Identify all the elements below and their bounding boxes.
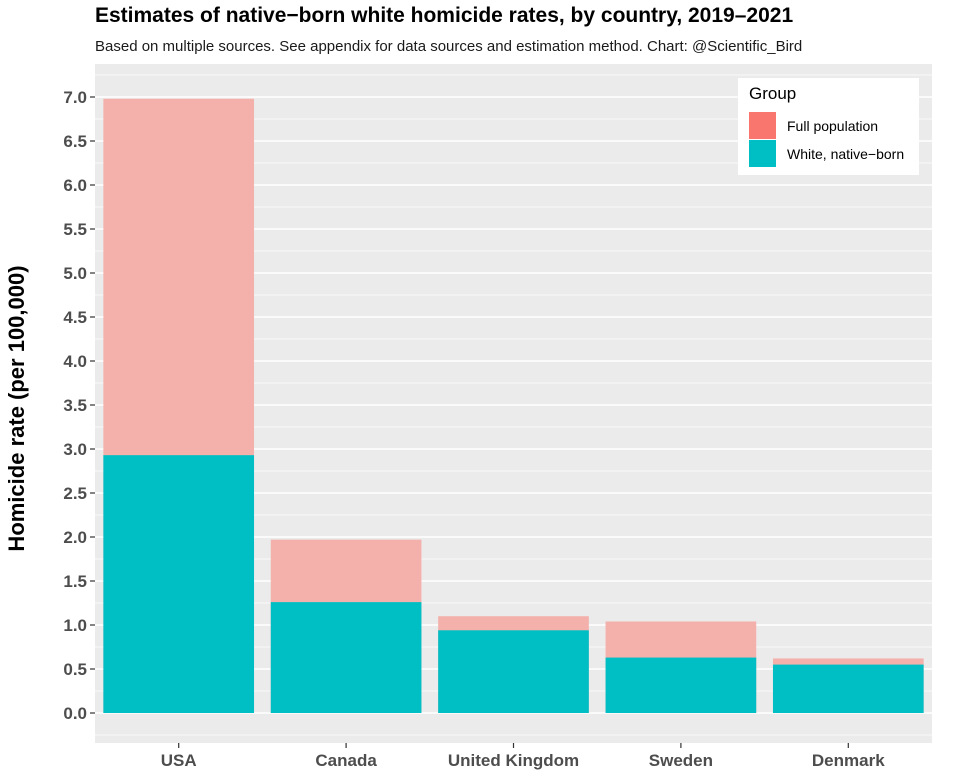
y-tick-label: 6.5: [63, 132, 87, 151]
y-tick-label: 7.0: [63, 88, 87, 107]
y-tick-label: 5.0: [63, 264, 87, 283]
bars: [103, 98, 924, 713]
legend-key-white-native-born: [749, 140, 776, 167]
y-tick-label: 5.5: [63, 220, 87, 239]
legend-title: Group: [749, 84, 796, 103]
legend-key-full-population: [749, 112, 776, 139]
legend: Group Full population White, native−born: [738, 78, 919, 175]
y-tick-label: 4.5: [63, 308, 87, 327]
y-tick-label: 2.5: [63, 484, 87, 503]
bar-white-native-born: [772, 664, 924, 713]
y-axis-title: Homicide rate (per 100,000): [4, 265, 29, 551]
y-tick-label: 1.5: [63, 572, 87, 591]
bar-white-native-born: [438, 630, 589, 713]
y-tick-label: 3.0: [63, 440, 87, 459]
y-tick-label: 0.0: [63, 704, 87, 723]
legend-label-full-population: Full population: [787, 118, 878, 134]
bar-white-native-born: [103, 455, 255, 713]
y-tick-label: 4.0: [63, 352, 87, 371]
y-tick-label: 3.5: [63, 396, 87, 415]
x-tick-label: United Kingdom: [448, 751, 579, 770]
y-tick-label: 1.0: [63, 616, 87, 635]
x-tick-label: Canada: [315, 751, 377, 770]
y-axis: 0.0 0.5 1.0 1.5 2.0 2.5 3.0 3.5 4.0 4.5 5.0 5.5 6.0 6…: [63, 88, 95, 723]
x-tick-label: Denmark: [812, 751, 885, 770]
x-axis: USA Canada United Kingdom Sweden Denmark: [161, 743, 885, 770]
y-tick-label: 6.0: [63, 176, 87, 195]
bar-white-native-born: [605, 657, 757, 713]
bar-white-native-born: [270, 602, 422, 713]
legend-label-white-native-born: White, native−born: [787, 146, 904, 162]
y-tick-label: 2.0: [63, 528, 87, 547]
x-tick-label: USA: [161, 751, 197, 770]
chart-subtitle: Based on multiple sources. See appendix …: [95, 38, 803, 55]
chart-title: Estimates of native−born white homicide …: [95, 4, 794, 27]
y-tick-label: 0.5: [63, 660, 87, 679]
x-tick-label: Sweden: [649, 751, 713, 770]
